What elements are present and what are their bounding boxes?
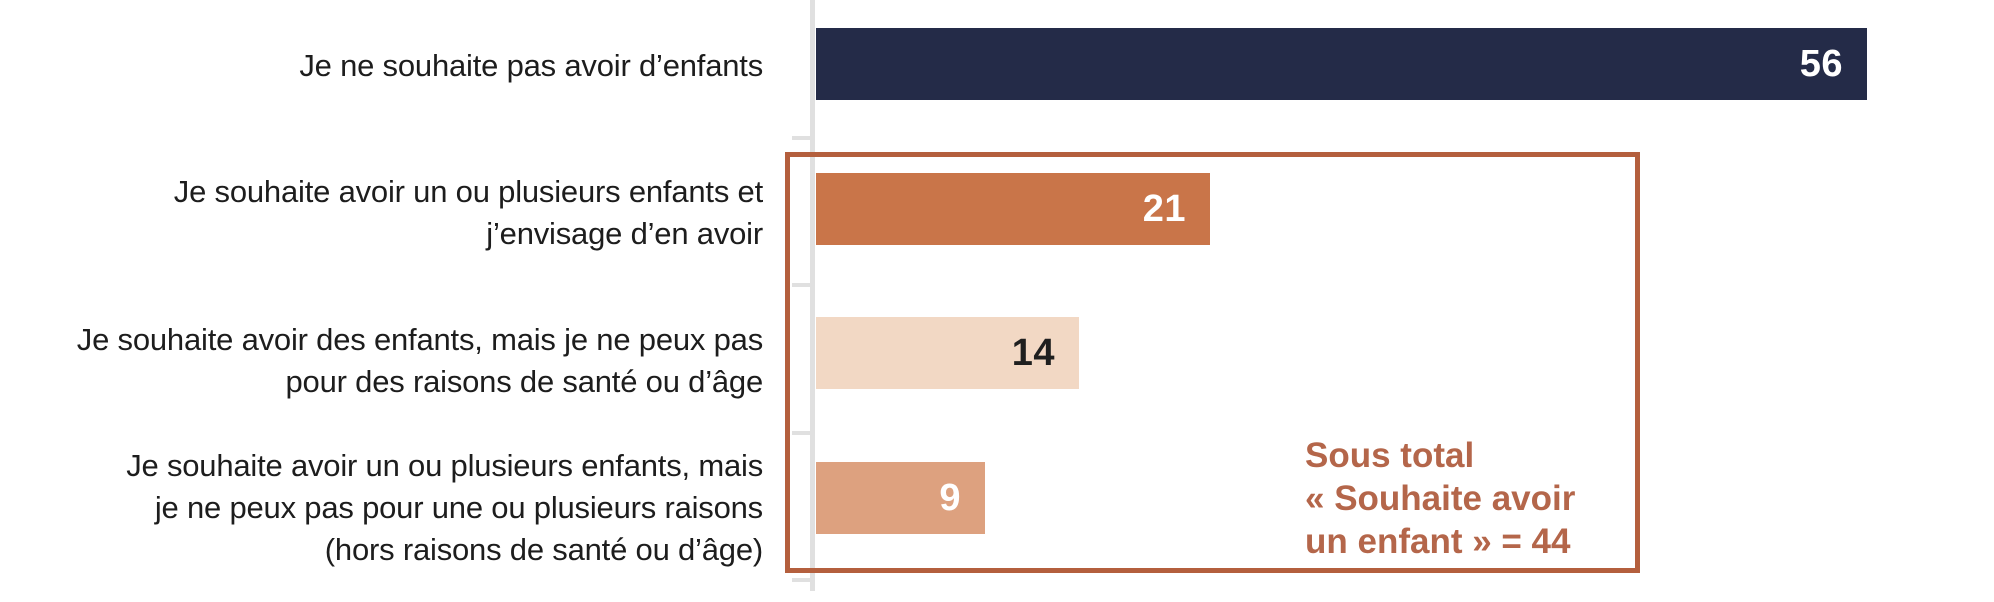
subtotal-annotation: Sous total « Souhaite avoir un enfant » … xyxy=(1305,436,1576,561)
bar-no-children: 56 xyxy=(816,28,1867,100)
axis-tick-1 xyxy=(792,136,815,140)
category-label-1: Je ne souhaite pas avoir d’enfants xyxy=(299,48,763,83)
axis-tick-2 xyxy=(792,283,815,287)
category-label-4: Je souhaite avoir un ou plusieurs enfant… xyxy=(126,448,763,567)
category-label-3: Je souhaite avoir des enfants, mais je n… xyxy=(76,322,763,399)
axis-tick-4 xyxy=(792,578,815,582)
bar-want-cannot-other-reasons: 9 xyxy=(816,462,985,534)
subtotal-box xyxy=(785,152,1640,573)
bar-want-and-plan: 21 xyxy=(816,173,1210,245)
category-label-2: Je souhaite avoir un ou plusieurs enfant… xyxy=(173,174,763,251)
bar-value-label: 9 xyxy=(939,476,961,519)
bar-want-cannot-health-age: 14 xyxy=(816,317,1079,389)
axis-tick-3 xyxy=(792,431,815,435)
bar-value-label: 56 xyxy=(1799,42,1843,85)
axis-line xyxy=(810,0,815,591)
bar-value-label: 14 xyxy=(1011,331,1055,374)
bar-value-label: 21 xyxy=(1142,187,1186,230)
